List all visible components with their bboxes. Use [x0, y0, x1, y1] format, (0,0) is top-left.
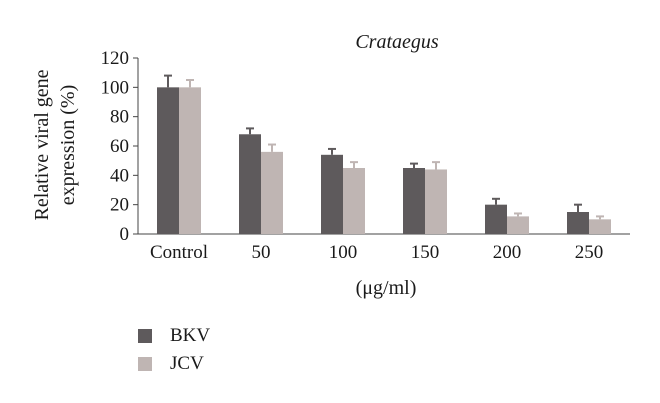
legend-item-bkv: BKV [138, 322, 210, 350]
chart-title: Crataegus [355, 31, 439, 53]
bar-jcv [343, 168, 365, 234]
y-tick-label: 20 [110, 195, 129, 216]
bar-jcv [507, 216, 529, 234]
y-tick-label: 120 [101, 48, 130, 69]
y-tick-label: 100 [101, 77, 130, 98]
bars [157, 74, 611, 234]
y-tick-label: 80 [110, 107, 129, 128]
y-tick-label: 60 [110, 136, 129, 157]
x-ticks: Control 50 100 150 200 250 [150, 242, 603, 263]
legend-label-bkv: BKV [170, 325, 211, 346]
x-axis-label: (μg/ml) [356, 277, 417, 299]
y-axis-label-line-2: expression (%) [57, 85, 79, 206]
x-tick-label: 150 [411, 242, 440, 263]
bar-bkv [485, 204, 507, 234]
bar-bkv [239, 134, 261, 234]
legend-swatch-bkv [138, 329, 152, 343]
y-axis-label: Relative viral gene expression (%) [31, 69, 79, 220]
y-axis-label-line-1: Relative viral gene [31, 69, 53, 220]
legend-swatch-jcv [138, 357, 152, 371]
legend: BKV JCV [138, 322, 210, 378]
x-tick-label: Control [150, 242, 208, 263]
bar-bkv [403, 168, 425, 234]
y-tick-label: 0 [120, 224, 130, 245]
legend-item-jcv: JCV [138, 350, 210, 378]
bar-bkv [321, 154, 343, 234]
bar-jcv [179, 87, 201, 234]
legend-label-jcv: JCV [170, 353, 204, 374]
bar-jcv [425, 169, 447, 234]
x-tick-label: 250 [575, 242, 604, 263]
bar-bkv [567, 212, 589, 234]
x-tick-label: 100 [329, 242, 358, 263]
bar-jcv [589, 219, 611, 234]
x-tick-label: 50 [252, 242, 271, 263]
bar-jcv [261, 151, 283, 234]
y-ticks: 0 20 40 60 80 100 120 [101, 48, 138, 245]
x-tick-label: 200 [493, 242, 522, 263]
bar-bkv [157, 87, 179, 234]
y-tick-label: 40 [110, 165, 129, 186]
